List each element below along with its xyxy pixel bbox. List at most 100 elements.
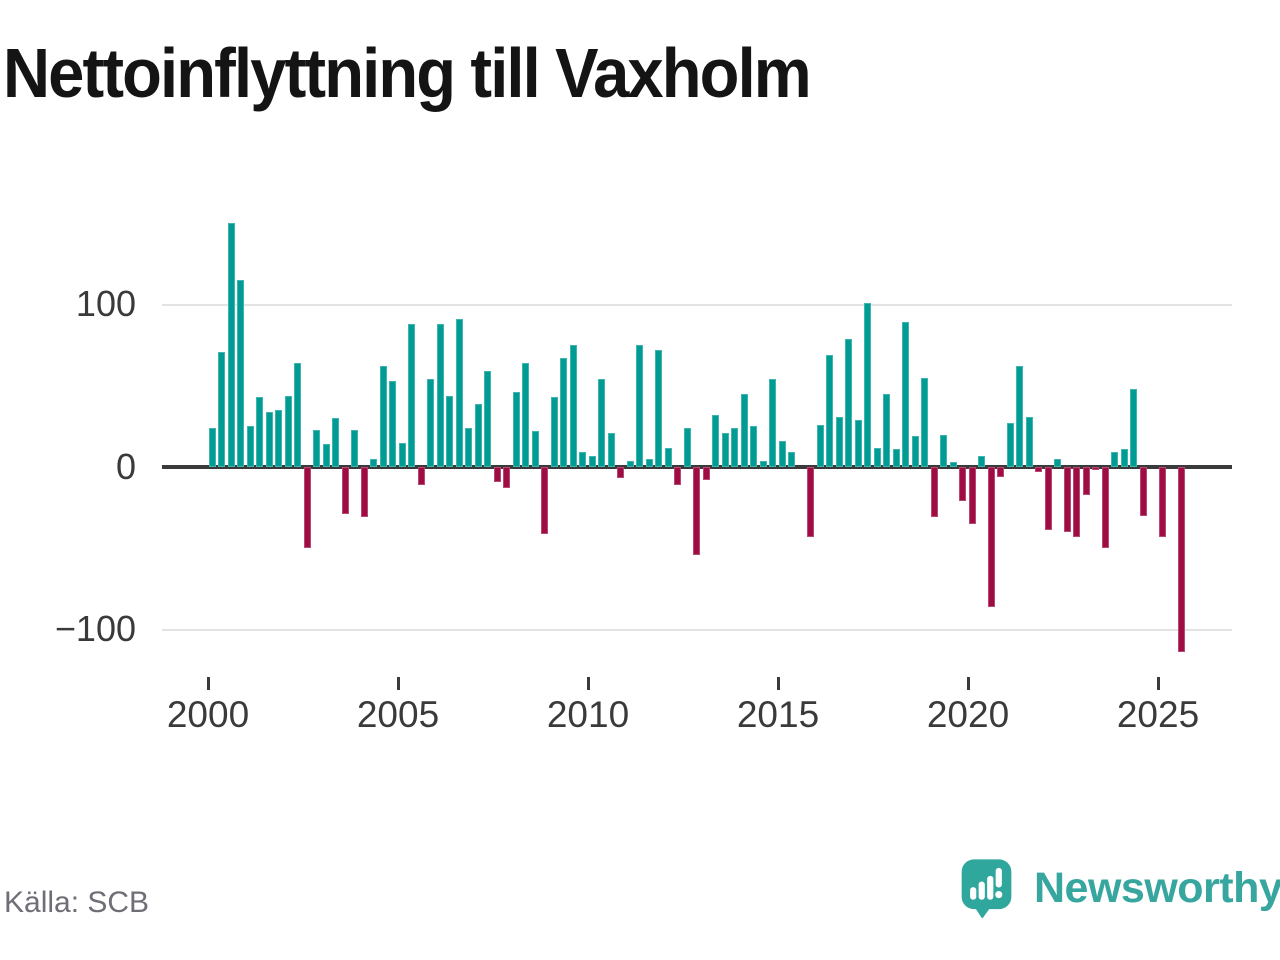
- bar-2024-Q2: [1130, 389, 1138, 467]
- bar-2021-Q4: [1035, 467, 1043, 472]
- bar-2018-Q3: [911, 436, 919, 467]
- x-axis-tick-2015: [776, 677, 780, 690]
- bar-2008-Q2: [522, 363, 530, 467]
- bar-2022-Q2: [1054, 458, 1062, 467]
- bar-2002-Q1: [284, 395, 292, 467]
- bar-2019-Q2: [940, 434, 948, 467]
- bar-2016-Q3: [835, 416, 843, 467]
- x-axis-tick-2005: [396, 677, 400, 690]
- bar-2000-Q1: [208, 428, 216, 467]
- bar-2004-Q2: [370, 458, 378, 467]
- x-axis-tick-2025: [1156, 677, 1160, 690]
- bar-2010-Q4: [617, 467, 625, 479]
- bar-2023-Q3: [1101, 467, 1109, 549]
- bar-2018-Q1: [892, 449, 900, 467]
- bar-2021-Q2: [1016, 366, 1024, 467]
- bar-2020-Q1: [968, 467, 976, 524]
- bar-2001-Q4: [275, 410, 283, 467]
- bar-2021-Q3: [1025, 416, 1033, 467]
- bar-2000-Q3: [227, 223, 235, 467]
- bar-2025-Q3: [1177, 467, 1185, 653]
- gridline-plus-100: [162, 303, 1232, 306]
- bar-2008-Q3: [531, 431, 539, 467]
- bar-2003-Q3: [341, 467, 349, 515]
- bar-2005-Q1: [398, 442, 406, 467]
- bar-2001-Q3: [265, 411, 273, 467]
- x-axis-label-2000: 2000: [166, 694, 250, 735]
- bar-2024-Q3: [1139, 467, 1147, 516]
- bar-2006-Q4: [465, 428, 473, 467]
- bar-2019-Q4: [959, 467, 967, 502]
- bar-2019-Q3: [949, 462, 957, 467]
- bar-2015-Q4: [807, 467, 815, 537]
- bar-2020-Q4: [997, 467, 1005, 477]
- bar-2007-Q2: [484, 371, 492, 467]
- bar-2016-Q2: [826, 354, 834, 467]
- bar-2014-Q1: [740, 393, 748, 467]
- bar-2016-Q1: [816, 424, 824, 467]
- bar-2011-Q2: [636, 345, 644, 467]
- x-axis-tick-2010: [586, 677, 590, 690]
- bar-2013-Q2: [712, 415, 720, 467]
- bar-2017-Q4: [883, 393, 891, 467]
- newsworthy-logo-text: Newsworthy: [1034, 863, 1280, 912]
- bar-2010-Q1: [588, 455, 596, 467]
- bar-2012-Q4: [693, 467, 701, 555]
- bar-2005-Q2: [408, 324, 416, 467]
- bar-2020-Q3: [987, 467, 995, 607]
- bar-2005-Q4: [427, 379, 435, 467]
- bar-2017-Q2: [864, 302, 872, 467]
- x-axis-label-2025: 2025: [1116, 694, 1200, 735]
- bar-2018-Q4: [921, 377, 929, 467]
- bar-2022-Q3: [1063, 467, 1071, 532]
- bar-2009-Q2: [560, 358, 568, 467]
- bar-2001-Q2: [256, 397, 264, 467]
- y-axis-label-100: 100: [75, 283, 136, 324]
- bar-2003-Q2: [332, 418, 340, 467]
- bar-2002-Q4: [313, 429, 321, 467]
- bar-2023-Q1: [1082, 467, 1090, 495]
- x-axis-tick-2020: [966, 677, 970, 690]
- bar-2021-Q1: [1006, 423, 1014, 467]
- bar-2010-Q2: [598, 379, 606, 467]
- bar-2004-Q3: [379, 366, 387, 467]
- bar-2014-Q3: [759, 460, 767, 467]
- bar-2014-Q4: [769, 379, 777, 467]
- bar-2011-Q4: [655, 350, 663, 467]
- source-note: Källa: SCB: [4, 886, 150, 919]
- newsworthy-logo: Newsworthy: [960, 858, 1280, 918]
- bar-2006-Q2: [446, 395, 454, 467]
- bar-2015-Q1: [778, 441, 786, 467]
- bar-2011-Q1: [626, 460, 634, 467]
- bar-2009-Q1: [550, 397, 558, 467]
- bar-2012-Q3: [683, 428, 691, 467]
- bar-2003-Q4: [351, 429, 359, 467]
- x-axis-label-2015: 2015: [736, 694, 820, 735]
- bar-2017-Q3: [873, 447, 881, 467]
- bar-2003-Q1: [322, 444, 330, 467]
- x-axis-label-2010: 2010: [546, 694, 630, 735]
- bar-2006-Q1: [436, 324, 444, 467]
- chart-title: Nettoinflyttning till Vaxholm: [3, 34, 812, 112]
- bar-2024-Q1: [1120, 449, 1128, 467]
- x-axis-label-2005: 2005: [356, 694, 440, 735]
- bar-2013-Q3: [721, 432, 729, 467]
- bar-2001-Q1: [246, 426, 254, 467]
- bar-2013-Q4: [731, 428, 739, 467]
- x-axis-label-2020: 2020: [926, 694, 1010, 735]
- y-axis-label-0: 0: [115, 446, 136, 487]
- bar-2008-Q1: [512, 392, 520, 467]
- bar-2009-Q3: [569, 345, 577, 467]
- bar-2019-Q1: [930, 467, 938, 518]
- bar-2009-Q4: [579, 452, 587, 467]
- bar-2014-Q2: [750, 426, 758, 467]
- bar-2000-Q2: [218, 351, 226, 467]
- bar-2007-Q1: [474, 403, 482, 467]
- bar-2023-Q4: [1111, 452, 1119, 467]
- bar-2022-Q4: [1073, 467, 1081, 537]
- x-axis-tick-2000: [206, 677, 210, 690]
- bar-2025-Q1: [1158, 467, 1166, 537]
- bar-2004-Q1: [360, 467, 368, 518]
- bar-2002-Q3: [303, 467, 311, 549]
